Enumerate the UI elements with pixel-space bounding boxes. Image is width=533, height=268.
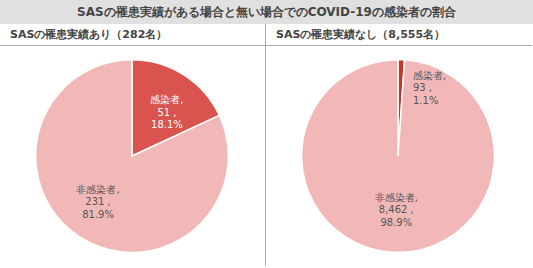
html-text:SASの罹患実績がある場合と無い場合でのCOVID-19の感: SASの罹患実績がある場合と無い場合でのCOVID-19の感染者の割合	[77, 5, 456, 19]
svg-text:非感染者,8,462 ,98.9%: 非感染者,8,462 ,98.9%	[375, 192, 418, 228]
svg-text:非感染者,231 ,81.9%: 非感染者,231 ,81.9%	[76, 184, 119, 220]
svg-text:感染者,51 ,18.1%: 感染者,51 ,18.1%	[150, 94, 183, 130]
html-text:SASの罹患実績あり（282名）: SASの罹患実績あり（282名）	[10, 28, 168, 41]
svg-text:感染者,93 ,1.1%: 感染者,93 ,1.1%	[413, 70, 446, 106]
html-text:SASの罹患実績なし（8,555名）: SASの罹患実績なし（8,555名）	[276, 28, 446, 41]
